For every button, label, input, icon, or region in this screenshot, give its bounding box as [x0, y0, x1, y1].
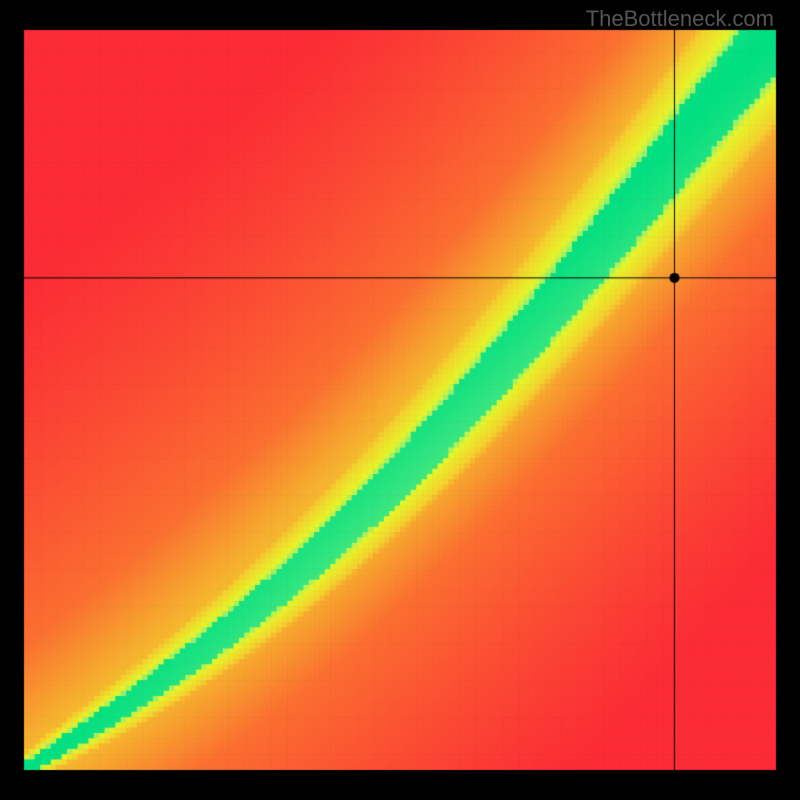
bottleneck-heatmap-canvas: [0, 0, 800, 800]
watermark-text: TheBottleneck.com: [586, 6, 774, 32]
